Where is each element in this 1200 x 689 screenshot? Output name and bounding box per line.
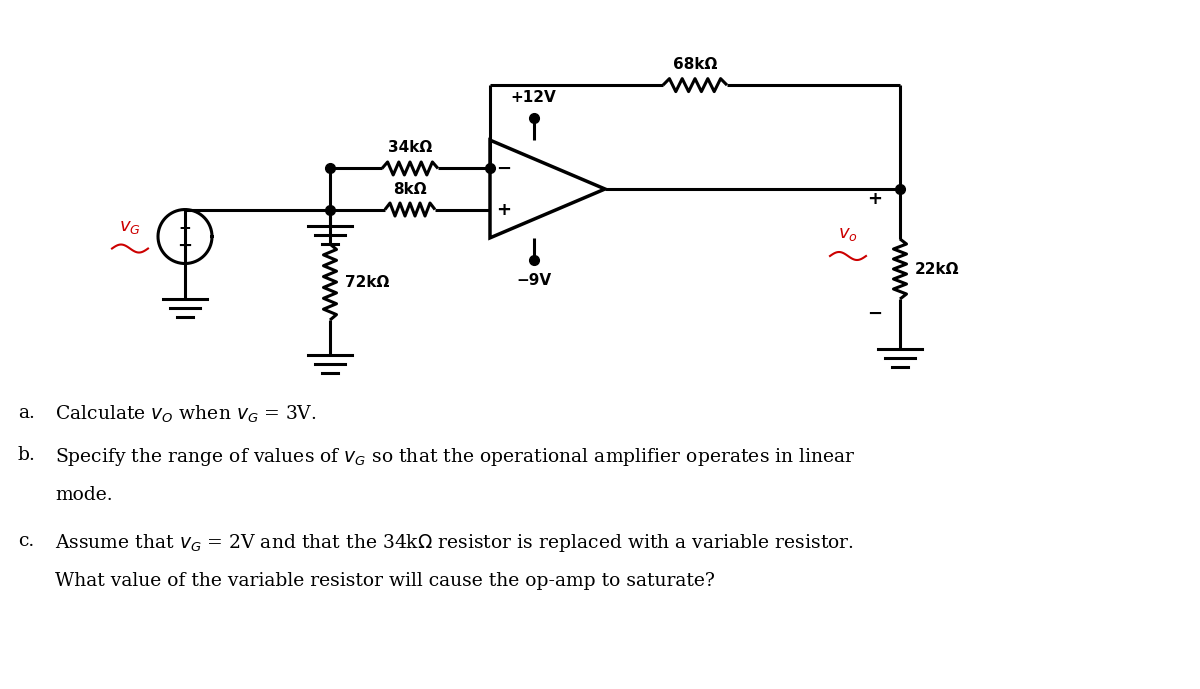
Text: Assume that $v_G$ = 2V and that the 34k$\Omega$ resistor is replaced with a vari: Assume that $v_G$ = 2V and that the 34k$… (55, 532, 854, 554)
Text: What value of the variable resistor will cause the op-amp to saturate?: What value of the variable resistor will… (55, 572, 715, 590)
Text: +: + (866, 190, 882, 208)
Text: b.: b. (18, 446, 36, 464)
Text: mode.: mode. (55, 486, 113, 504)
Text: c.: c. (18, 532, 35, 550)
Text: −: − (497, 159, 511, 178)
Text: $v_o$: $v_o$ (838, 225, 858, 243)
Text: a.: a. (18, 404, 35, 422)
Text: 34kΩ: 34kΩ (388, 141, 432, 156)
Text: Calculate $v_O$ when $v_G$ = 3V.: Calculate $v_O$ when $v_G$ = 3V. (55, 404, 317, 425)
Text: −9V: −9V (516, 273, 551, 288)
Text: −: − (866, 305, 882, 323)
Text: 68kΩ: 68kΩ (673, 57, 718, 72)
Text: 8kΩ: 8kΩ (394, 181, 427, 196)
Text: −: − (178, 236, 192, 254)
Text: +: + (497, 200, 511, 218)
Text: 72kΩ: 72kΩ (346, 274, 389, 289)
Text: 22kΩ: 22kΩ (916, 262, 960, 276)
Text: $v_G$: $v_G$ (119, 218, 140, 236)
Text: +12V: +12V (511, 90, 557, 105)
Text: Specify the range of values of $v_G$ so that the operational amplifier operates : Specify the range of values of $v_G$ so … (55, 446, 856, 468)
Text: +: + (179, 221, 191, 236)
